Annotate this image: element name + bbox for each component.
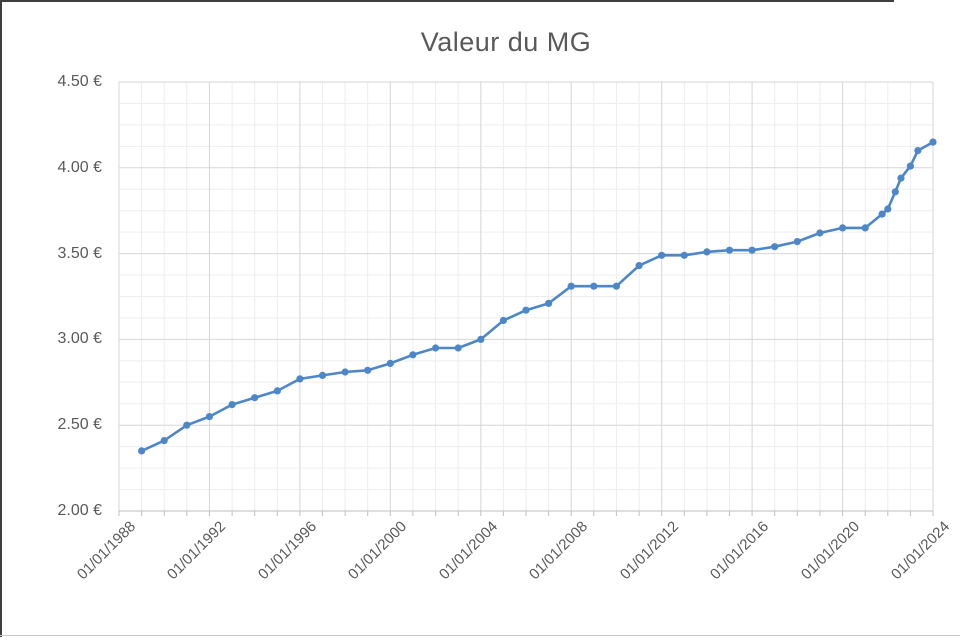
grid-major bbox=[118, 81, 934, 511]
y-axis-tick-label: 2.50 € bbox=[57, 416, 102, 433]
window-border-top bbox=[0, 0, 894, 2]
chart-title: Valeur du MG bbox=[420, 27, 592, 57]
y-axis-tick-label: 3.50 € bbox=[57, 245, 102, 262]
grid-minor bbox=[119, 82, 933, 511]
y-axis-tick-label: 4.50 € bbox=[57, 73, 102, 90]
x-axis-line-and-ticks bbox=[118, 510, 934, 516]
window-border-left bbox=[0, 0, 2, 637]
y-axis-tick-label: 4.00 € bbox=[57, 159, 102, 176]
window-border-bottom bbox=[0, 635, 960, 636]
y-axis-tick-label: 2.00 € bbox=[57, 502, 102, 519]
y-axis-tick-label: 3.00 € bbox=[57, 330, 102, 347]
data-series-line bbox=[140, 140, 935, 453]
data-point-markers bbox=[138, 138, 937, 455]
